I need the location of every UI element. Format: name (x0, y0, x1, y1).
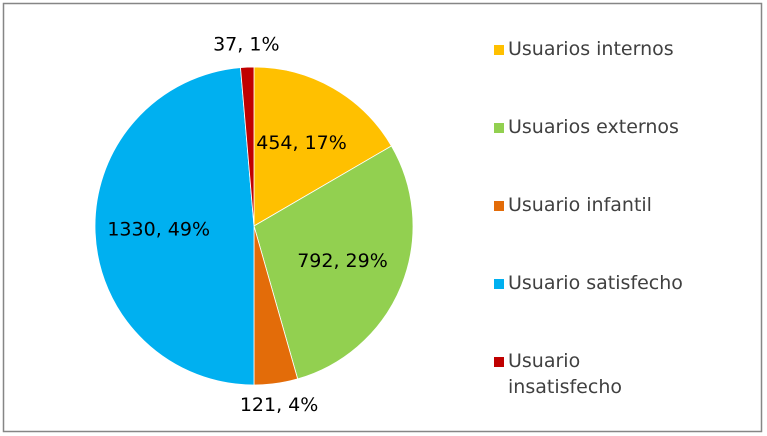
legend-label: Usuario infantil (508, 194, 652, 216)
legend-item: Usuario infantil (494, 192, 718, 218)
pie-slice (240, 66, 255, 227)
data-label: 1330, 49% (107, 219, 210, 241)
data-label: 454, 17% (256, 132, 347, 154)
legend-item: Usuarios internos (494, 36, 718, 62)
legend-label: Usuarios externos (508, 116, 679, 138)
legend-swatch (494, 201, 504, 211)
pie-slice (94, 67, 255, 386)
data-label: 37, 1% (213, 34, 279, 56)
legend-swatch (494, 123, 504, 133)
legend-item: Usuarios externos (494, 114, 718, 140)
legend-label: Usuario insatisfecho (508, 350, 622, 398)
legend-swatch (494, 279, 504, 289)
data-label: 121, 4% (240, 394, 319, 416)
pie-slice (253, 145, 414, 380)
data-label: 792, 29% (297, 250, 388, 272)
legend-swatch (494, 45, 504, 55)
legend-swatch (494, 357, 504, 367)
legend-label: Usuario satisfecho (508, 272, 683, 294)
legend-item: Usuario insatisfecho (494, 348, 648, 400)
legend-label: Usuarios internos (508, 38, 674, 60)
legend-item: Usuario satisfecho (494, 270, 718, 296)
pie-slice (253, 66, 392, 227)
